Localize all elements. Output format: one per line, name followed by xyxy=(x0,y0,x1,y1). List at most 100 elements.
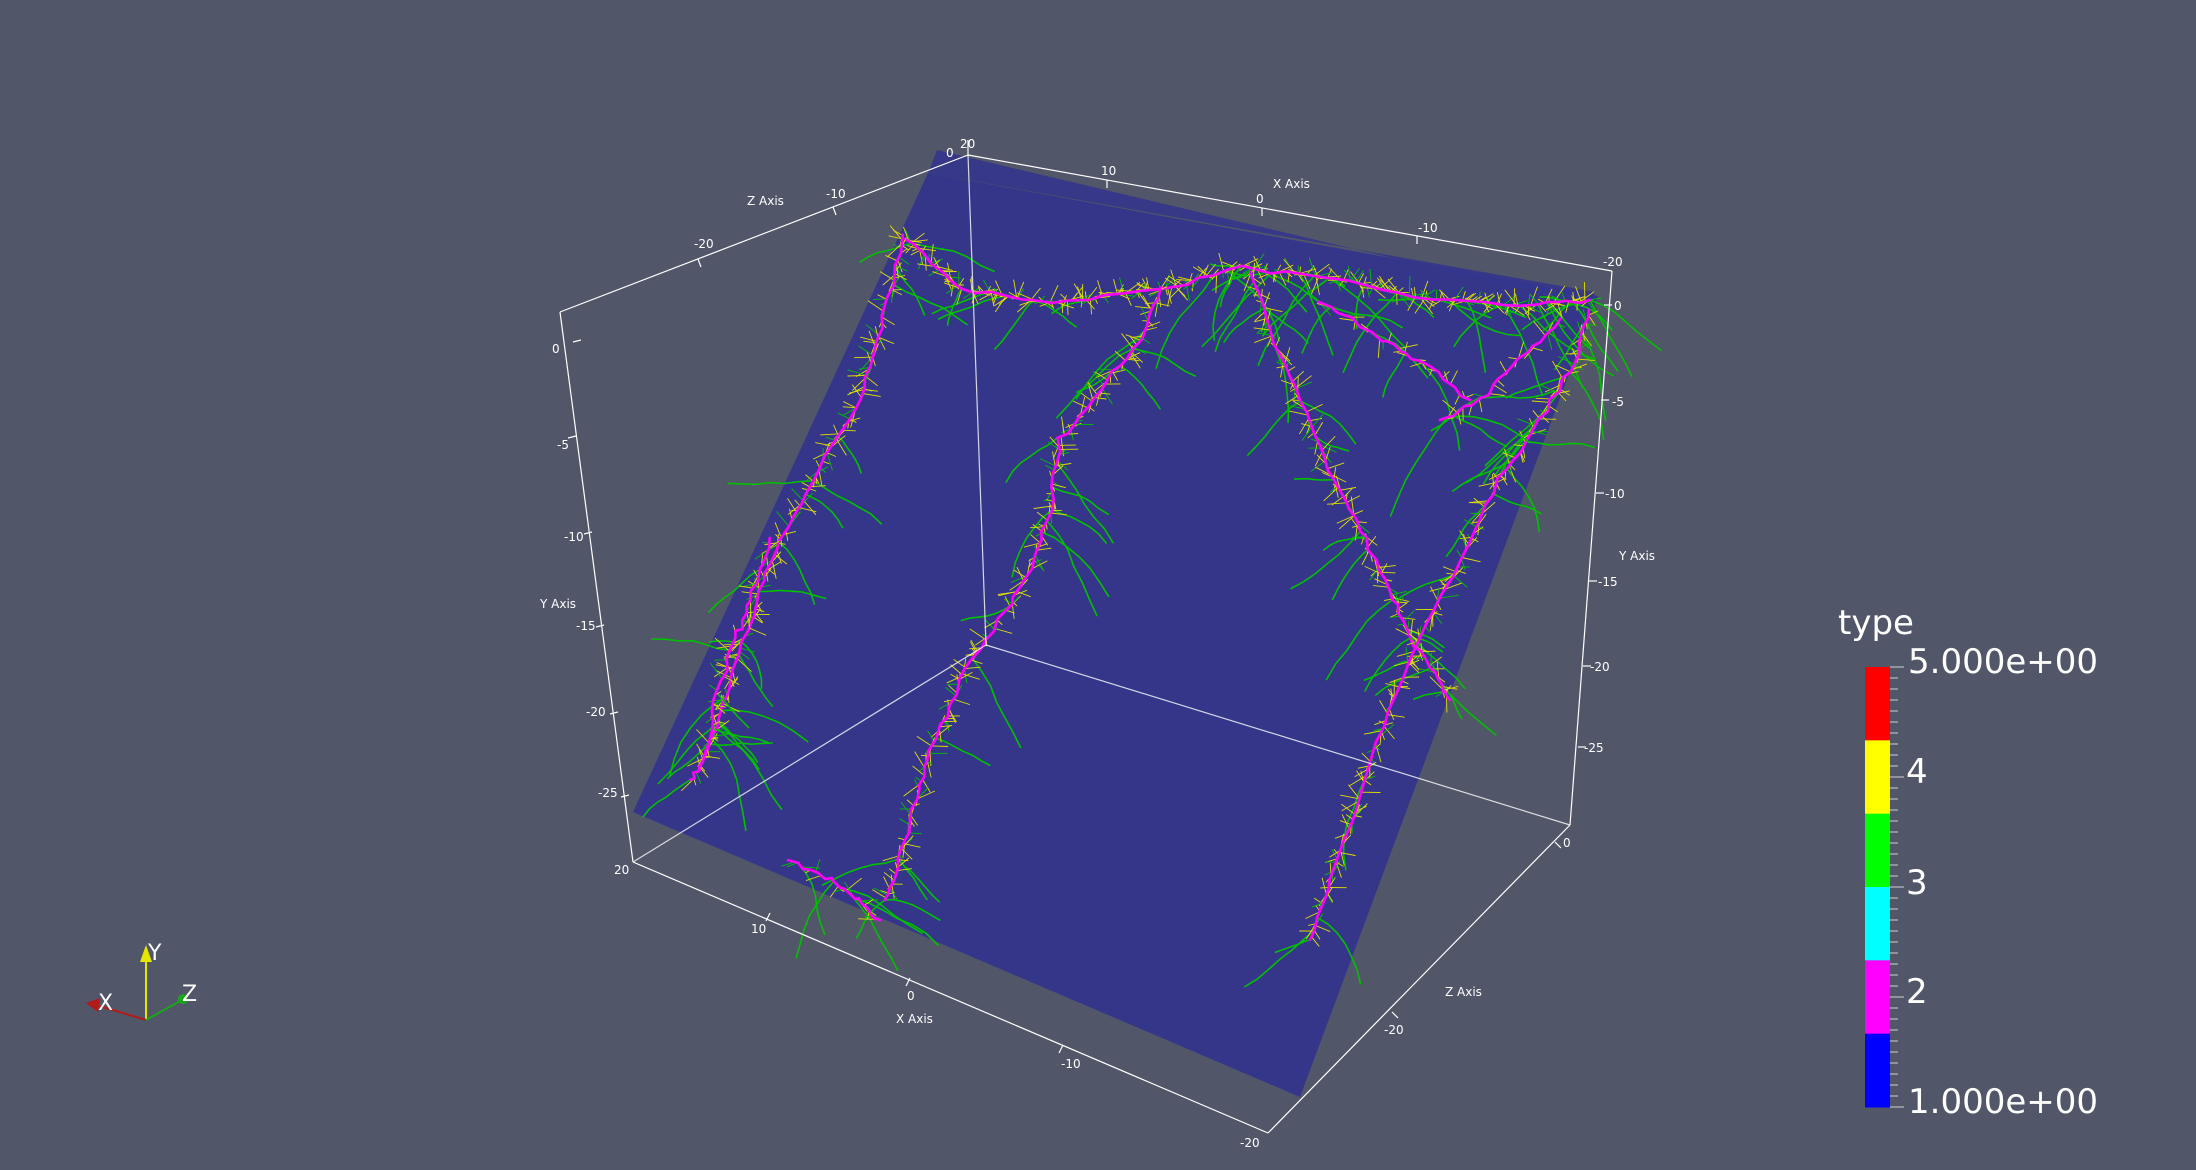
root-hair xyxy=(714,637,730,652)
root-hair xyxy=(1406,640,1419,646)
root-hair xyxy=(1315,466,1332,476)
root-hair xyxy=(1507,305,1519,317)
root-hair xyxy=(908,832,922,835)
root-hair xyxy=(1146,277,1150,291)
lateral-root xyxy=(1479,390,1556,399)
root-hair xyxy=(1408,629,1422,636)
root-hair xyxy=(1142,295,1152,311)
root-hair xyxy=(1447,406,1455,418)
root-hair xyxy=(916,736,933,747)
root-hair xyxy=(1496,291,1501,305)
root-hair xyxy=(1530,347,1543,352)
root-hair xyxy=(1397,292,1410,308)
root-hair xyxy=(1140,310,1152,315)
root-hair xyxy=(739,647,755,653)
root-hair xyxy=(900,847,913,860)
lateral-root xyxy=(716,727,783,810)
lateral-root xyxy=(1545,301,1614,377)
z-axis-top-line xyxy=(559,154,969,313)
root-hair xyxy=(1552,360,1563,379)
root-hair xyxy=(1377,338,1381,359)
root-hair xyxy=(867,300,884,312)
root-hair xyxy=(1503,454,1509,473)
root-hair xyxy=(1016,590,1031,598)
root-hair xyxy=(1031,560,1048,570)
root-hair xyxy=(1379,279,1394,293)
root-hair xyxy=(1004,596,1011,608)
root-hair xyxy=(1397,344,1418,350)
root-hair xyxy=(1285,394,1299,405)
x-axis-title-bottom: X Axis xyxy=(896,1012,933,1026)
root-hair xyxy=(1508,465,1516,483)
root-hair xyxy=(1483,301,1490,313)
root-hair xyxy=(723,675,740,685)
root-hair xyxy=(1403,610,1415,623)
root-hair xyxy=(1341,814,1350,830)
root-hair xyxy=(1228,267,1235,285)
root-hair xyxy=(1131,335,1144,338)
root-hair xyxy=(900,802,912,815)
lateral-root xyxy=(738,653,774,707)
root-hair xyxy=(1548,405,1558,413)
root-hair xyxy=(1469,500,1489,503)
root-hair xyxy=(964,666,981,670)
legend-color-band xyxy=(1865,813,1890,888)
root-hair xyxy=(859,899,879,902)
root-hair xyxy=(1094,397,1107,400)
root-hair xyxy=(1312,265,1319,277)
root-hair xyxy=(1013,279,1018,299)
lateral-root xyxy=(1342,778,1366,871)
root-hair xyxy=(1439,579,1447,587)
lateral-root xyxy=(1322,536,1368,551)
lateral-root xyxy=(715,691,750,729)
root-hair xyxy=(1350,271,1360,284)
orientation-axes-widget[interactable]: Y X Z xyxy=(86,941,197,1021)
root-hair xyxy=(1263,307,1283,313)
root-hair xyxy=(1366,285,1370,298)
root-hair xyxy=(1243,268,1256,280)
root-hair xyxy=(738,585,754,589)
root-hair xyxy=(1145,321,1161,328)
lateral-root xyxy=(1389,416,1449,517)
root-hair xyxy=(1388,332,1392,343)
lateral-root xyxy=(717,721,759,763)
root-hair xyxy=(1461,290,1466,302)
root-hair xyxy=(1504,289,1518,307)
root-hair xyxy=(1272,272,1276,282)
root-hair xyxy=(1218,252,1225,272)
root-hair xyxy=(1017,288,1024,300)
root-hair xyxy=(1335,861,1344,867)
root-hair xyxy=(858,367,871,370)
root-hair xyxy=(1556,301,1563,318)
root-hair xyxy=(1115,351,1126,361)
lateral-root xyxy=(1466,300,1527,319)
lateral-root xyxy=(971,657,1022,749)
root-hair xyxy=(914,751,925,769)
root-hair xyxy=(1414,298,1426,314)
root-hair xyxy=(1030,287,1041,301)
root-hair xyxy=(1421,280,1429,299)
orientation-y-label: Y xyxy=(147,941,162,966)
root-hair xyxy=(1466,292,1477,302)
lateral-root xyxy=(1328,277,1406,348)
root-hair xyxy=(1256,332,1273,336)
root-hair xyxy=(950,673,960,680)
root-hair xyxy=(878,336,886,350)
root-hair xyxy=(897,857,910,868)
root-system xyxy=(642,225,1662,988)
lateral-root xyxy=(1299,400,1357,445)
lateral-root xyxy=(1331,548,1369,601)
legend-color-band xyxy=(1865,887,1890,961)
root-hair xyxy=(1086,287,1098,301)
lateral-root xyxy=(894,264,926,316)
root-hair xyxy=(1175,286,1188,301)
lateral-root xyxy=(1505,377,1564,399)
lateral-root xyxy=(1355,284,1367,330)
x-bottom-tick-10: 10 xyxy=(751,922,766,936)
root-hair xyxy=(1288,410,1309,416)
root-hair xyxy=(1379,700,1388,715)
x-axis-top-line xyxy=(967,154,1613,272)
lateral-root xyxy=(1132,347,1196,377)
root-hair xyxy=(837,412,851,420)
